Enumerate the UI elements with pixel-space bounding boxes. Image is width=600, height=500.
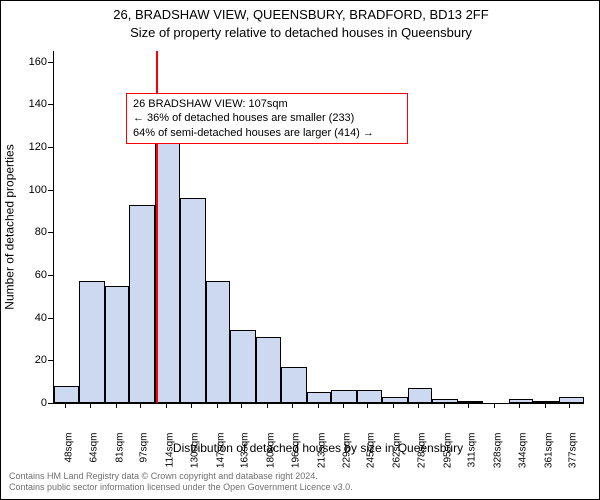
x-tick-label: 311sqm [467, 433, 478, 483]
x-tick-label: 130sqm [189, 433, 200, 483]
histogram-bar [256, 337, 281, 403]
x-tick-label: 361sqm [543, 433, 554, 483]
x-tick-mark [569, 403, 570, 408]
y-tick-label: 80 [7, 226, 47, 238]
annotation-line3: 64% of semi-detached houses are larger (… [133, 126, 401, 140]
y-tick-label: 40 [7, 312, 47, 324]
y-tick-label: 20 [7, 354, 47, 366]
histogram-bar [180, 198, 206, 403]
histogram-bar [155, 121, 180, 403]
x-tick-label: 97sqm [139, 433, 150, 483]
x-tick-mark [519, 403, 520, 408]
histogram-bar [432, 399, 458, 403]
histogram-bar [509, 399, 534, 403]
page-title-line1: 26, BRADSHAW VIEW, QUEENSBURY, BRADFORD,… [1, 7, 600, 22]
x-tick-mark [140, 403, 141, 408]
histogram-bar [206, 281, 231, 403]
x-tick-label: 147sqm [215, 433, 226, 483]
chart-page: 26, BRADSHAW VIEW, QUEENSBURY, BRADFORD,… [0, 0, 600, 500]
x-tick-mark [418, 403, 419, 408]
x-tick-mark [343, 403, 344, 408]
x-tick-mark [444, 403, 445, 408]
x-tick-mark [468, 403, 469, 408]
x-tick-label: 64sqm [88, 433, 99, 483]
histogram-plot: 26 BRADSHAW VIEW: 107sqm ← 36% of detach… [53, 51, 584, 404]
x-tick-label: 114sqm [165, 433, 176, 483]
x-tick-label: 278sqm [416, 433, 427, 483]
annotation-box: 26 BRADSHAW VIEW: 107sqm ← 36% of detach… [126, 93, 408, 144]
y-tick-label: 60 [7, 269, 47, 281]
y-tick-mark [48, 62, 53, 63]
x-tick-mark [267, 403, 268, 408]
y-tick-mark [48, 403, 53, 404]
histogram-bar [382, 397, 408, 403]
x-tick-mark [65, 403, 66, 408]
x-tick-label: 245sqm [366, 433, 377, 483]
y-tick-mark [48, 232, 53, 233]
x-tick-label: 262sqm [392, 433, 403, 483]
x-tick-label: 180sqm [266, 433, 277, 483]
footer-line2: Contains public sector information licen… [9, 482, 593, 493]
x-tick-mark [241, 403, 242, 408]
x-tick-mark [494, 403, 495, 408]
x-tick-mark [545, 403, 546, 408]
x-tick-mark [292, 403, 293, 408]
x-tick-mark [318, 403, 319, 408]
histogram-bar [230, 330, 256, 403]
histogram-bar [307, 392, 332, 403]
y-tick-mark [48, 190, 53, 191]
x-tick-label: 295sqm [442, 433, 453, 483]
y-tick-mark [48, 104, 53, 105]
histogram-bar [331, 390, 357, 403]
x-tick-label: 196sqm [290, 433, 301, 483]
histogram-bar [559, 397, 584, 403]
y-tick-label: 100 [7, 184, 47, 196]
x-tick-label: 163sqm [240, 433, 251, 483]
x-tick-label: 328sqm [493, 433, 504, 483]
histogram-bar [79, 281, 105, 403]
page-title-line2: Size of property relative to detached ho… [1, 25, 600, 40]
histogram-bar [458, 401, 483, 403]
annotation-line2: ← 36% of detached houses are smaller (23… [133, 111, 401, 125]
y-tick-mark [48, 275, 53, 276]
x-tick-label: 344sqm [517, 433, 528, 483]
annotation-line1: 26 BRADSHAW VIEW: 107sqm [133, 97, 401, 111]
x-tick-mark [90, 403, 91, 408]
x-tick-label: 377sqm [568, 433, 579, 483]
x-tick-label: 213sqm [317, 433, 328, 483]
histogram-bar [357, 390, 382, 403]
histogram-bar [54, 386, 79, 403]
y-tick-mark [48, 318, 53, 319]
histogram-bar [281, 367, 307, 403]
y-tick-mark [48, 360, 53, 361]
y-tick-mark [48, 147, 53, 148]
histogram-bar [105, 286, 130, 403]
histogram-bar [533, 401, 559, 403]
y-tick-label: 140 [7, 98, 47, 110]
x-tick-label: 48sqm [64, 433, 75, 483]
x-tick-mark [217, 403, 218, 408]
x-tick-mark [191, 403, 192, 408]
x-tick-mark [166, 403, 167, 408]
histogram-bar [408, 388, 433, 403]
y-tick-label: 0 [7, 397, 47, 409]
x-tick-label: 229sqm [341, 433, 352, 483]
x-tick-mark [116, 403, 117, 408]
x-tick-mark [367, 403, 368, 408]
x-tick-mark [393, 403, 394, 408]
y-tick-label: 160 [7, 56, 47, 68]
y-tick-label: 120 [7, 141, 47, 153]
x-tick-label: 81sqm [114, 433, 125, 483]
histogram-bar [129, 205, 155, 403]
